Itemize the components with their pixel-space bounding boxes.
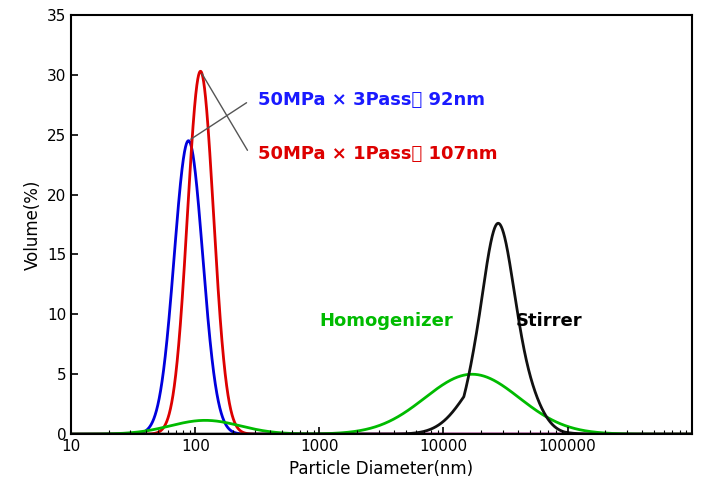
Text: 50MPa × 3Pass： 92nm: 50MPa × 3Pass： 92nm xyxy=(258,91,485,109)
X-axis label: Particle Diameter(nm): Particle Diameter(nm) xyxy=(289,460,473,478)
Text: 50MPa × 1Pass： 107nm: 50MPa × 1Pass： 107nm xyxy=(258,145,498,163)
Text: Stirrer: Stirrer xyxy=(515,312,582,330)
Text: Homogenizer: Homogenizer xyxy=(319,312,453,330)
Y-axis label: Volume(%): Volume(%) xyxy=(24,179,41,270)
